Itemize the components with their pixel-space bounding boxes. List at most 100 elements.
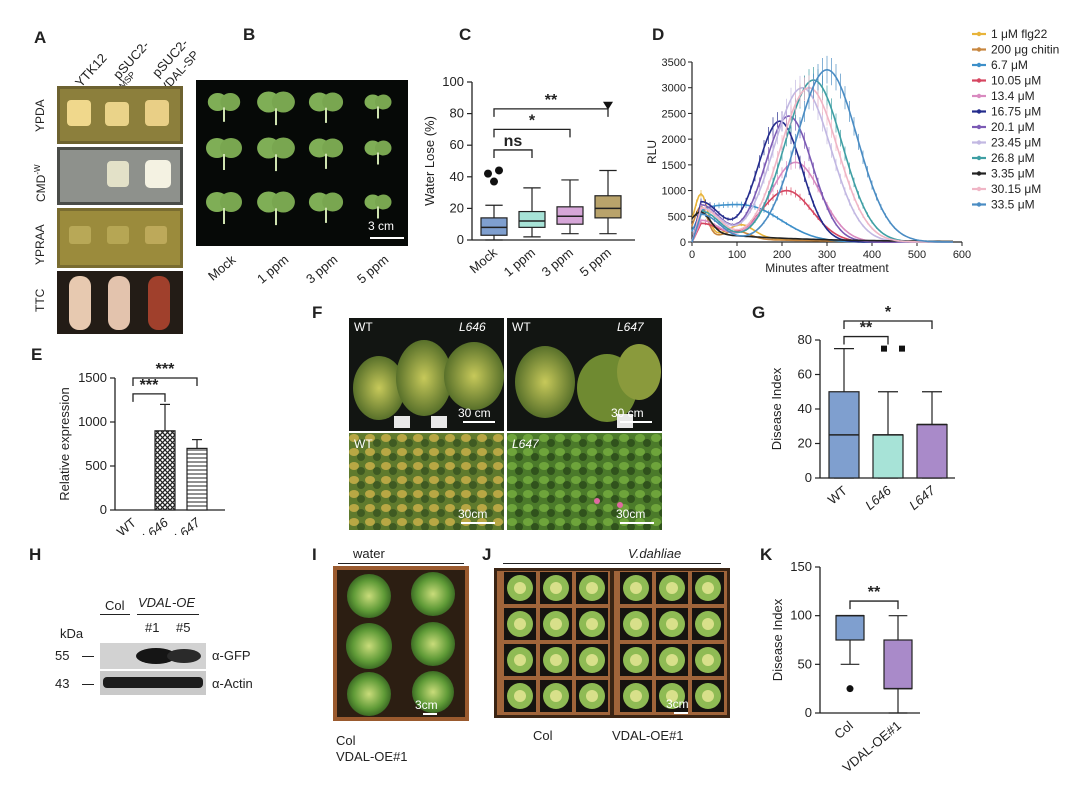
chart-c-box-5 ppm <box>594 195 622 219</box>
chart-g-y-tick-label: 20 <box>798 436 812 451</box>
panel-j-label-oe: VDAL-OE#1 <box>612 728 684 743</box>
panel-j-plant-center <box>630 582 642 594</box>
panel-f-br-scale: 30cm <box>616 507 646 521</box>
panel-a-row-label-cmd: CMD-W <box>33 164 48 202</box>
panel-b-leaf <box>364 140 392 165</box>
panel-j-plant-center <box>702 618 714 630</box>
panel-label-b: B <box>243 25 256 44</box>
chart-d-series-line <box>691 68 953 243</box>
chart-c-significance-bracket <box>493 149 533 158</box>
chart-g-y-tick-label: 40 <box>798 401 812 416</box>
panel-f-br-scale-bar <box>620 522 654 524</box>
panel-f-tr-line: L647 <box>617 320 644 334</box>
panel-j-plant-center <box>514 618 526 630</box>
chart-d-x-tick-label: 600 <box>953 249 971 261</box>
panel-j-plant-center <box>702 654 714 666</box>
chart-d-y-tick-label: 0 <box>680 237 686 249</box>
chart-d-legend-label: 33.5 μM <box>991 198 1035 212</box>
chart-c-y-tick-label: 0 <box>457 232 464 247</box>
chart-d-legend-label: 23.45 μM <box>991 136 1041 150</box>
panel-label-a: A <box>34 28 47 47</box>
panel-j-plant-center <box>666 582 678 594</box>
chart-d-legend-marker <box>976 47 982 52</box>
chart-e-x-label: L647 <box>171 514 203 535</box>
panel-f-photo-bottom-left <box>349 433 504 530</box>
chart-c-x-label: 5 ppm <box>577 245 614 280</box>
panel-label-e: E <box>31 345 43 364</box>
chart-c-outlier <box>484 169 492 178</box>
chart-c-significance-bracket <box>493 128 571 138</box>
chart-c-outlier <box>490 177 498 186</box>
chart-d-legend-marker <box>976 62 982 68</box>
panel-b-leaf <box>207 93 241 122</box>
panel-i-label-col: Col <box>336 733 356 748</box>
chart-k-y-tick-label: 150 <box>790 559 812 574</box>
panel-a-cmd-text: CMD <box>34 174 48 202</box>
chart-c-y-tick-label: 100 <box>442 74 464 89</box>
chart-k-x-label: Col <box>831 718 856 742</box>
panel-h-marker-55-tick <box>82 656 94 657</box>
chart-e-significance-bracket <box>132 377 198 386</box>
chart-d-legend-marker <box>976 140 982 145</box>
panel-j-plant-center <box>702 582 714 594</box>
chart-d-y-tick-label: 1500 <box>662 160 686 172</box>
chart-g-y-tick-label: 80 <box>798 332 812 347</box>
panel-f-tr-scale: 30 cm <box>611 406 644 420</box>
panel-j-plant-center <box>514 582 526 594</box>
panel-f-br-line: L647 <box>512 437 539 451</box>
panel-j-plant-center <box>550 690 562 702</box>
panel-h-oe-label: VDAL-OE <box>138 595 196 610</box>
panel-f-bl-wt: WT <box>354 437 373 451</box>
panel-b-leaf <box>257 137 295 172</box>
panel-h-kda: kDa <box>60 626 84 641</box>
panel-i-title-line <box>338 563 464 564</box>
panel-h-lane3: #1 <box>145 620 160 635</box>
chart-d-x-tick-label: 0 <box>689 249 695 261</box>
chart-g-outlier <box>881 345 887 352</box>
panel-label-f: F <box>312 303 323 322</box>
chart-k-y-label: Disease Index <box>770 598 785 681</box>
chart-c-significance-label: ns <box>504 133 523 150</box>
chart-e-significance-label: *** <box>140 377 159 394</box>
panel-j-plant-center <box>702 690 714 702</box>
panel-i-title: water <box>353 546 385 561</box>
panel-f-tr-wt: WT <box>512 320 531 334</box>
panel-a-cmd-sup: -W <box>33 164 42 175</box>
panel-j-plant-center <box>666 690 678 702</box>
panel-label-g: G <box>752 303 766 322</box>
chart-c-y-label: Water Lose (%) <box>422 116 437 206</box>
chart-d: 0 500 1000 1500 2000 2500 3000 3500 0 100 200 300 40… <box>645 27 1059 275</box>
panel-label-h: H <box>29 545 42 564</box>
panel-i-scale: 3cm <box>415 698 438 712</box>
panel-i-photo <box>333 566 469 721</box>
panel-j-scale-bar <box>674 712 688 714</box>
panel-f-bl-scale: 30cm <box>458 507 488 521</box>
chart-c-significance-label: * <box>529 112 536 129</box>
panel-b-leaf <box>308 92 344 123</box>
chart-e-y-tick-label: 500 <box>85 458 107 473</box>
panel-j-plant-center <box>666 618 678 630</box>
chart-c-outlier <box>495 166 503 175</box>
chart-k-box-VDAL-OE#1 <box>883 639 913 690</box>
band-gfp-2 <box>167 649 201 663</box>
chart-d-x-tick-label: 400 <box>863 249 881 261</box>
chart-d-legend-label: 6.7 μM <box>991 58 1028 72</box>
panel-f-tr-scale-bar <box>620 421 652 423</box>
chart-d-y-tick-label: 500 <box>668 211 686 223</box>
chart-e-bar-L646 <box>154 430 176 511</box>
panel-j-plant-center <box>630 618 642 630</box>
chart-d-legend-label: 20.1 μM <box>991 120 1035 134</box>
panel-j-plant-center <box>586 582 598 594</box>
panel-f-tl-wt: WT <box>354 320 373 334</box>
chart-k-outlier <box>846 685 854 693</box>
chart-k-significance-bracket <box>849 600 899 610</box>
panel-i-label-oe: VDAL-OE#1 <box>336 749 408 764</box>
panel-f-photo-top-right <box>507 318 662 431</box>
chart-c-outlier <box>603 101 613 110</box>
panel-j-plant-center <box>586 690 598 702</box>
panel-a-row-label-ypda: YPDA <box>33 99 47 132</box>
